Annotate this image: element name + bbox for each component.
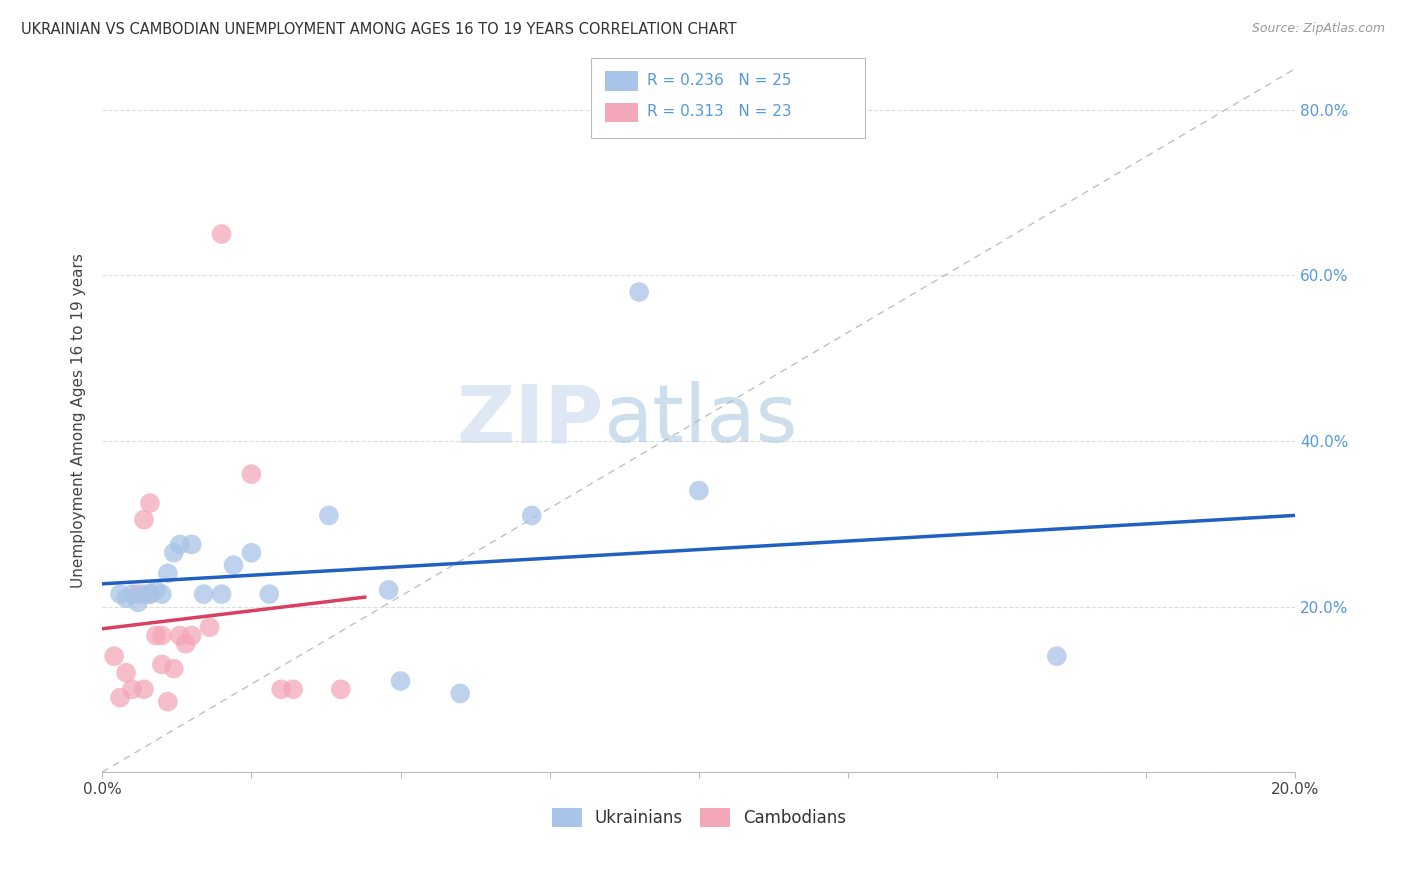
- Point: [318, 508, 340, 523]
- Point: [139, 587, 162, 601]
- Point: [127, 595, 149, 609]
- Point: [163, 662, 186, 676]
- Point: [449, 686, 471, 700]
- Text: R = 0.313   N = 23: R = 0.313 N = 23: [647, 104, 792, 119]
- Point: [259, 587, 281, 601]
- Point: [163, 546, 186, 560]
- Point: [628, 285, 651, 299]
- Text: atlas: atlas: [603, 381, 797, 459]
- Text: ZIP: ZIP: [456, 381, 603, 459]
- Point: [240, 467, 263, 481]
- Point: [169, 628, 191, 642]
- Point: [150, 628, 173, 642]
- Point: [121, 682, 143, 697]
- Point: [156, 566, 179, 581]
- Point: [180, 628, 202, 642]
- Point: [108, 690, 131, 705]
- Point: [211, 227, 233, 241]
- Point: [688, 483, 710, 498]
- Point: [193, 587, 215, 601]
- Point: [520, 508, 543, 523]
- Point: [222, 558, 245, 573]
- Point: [180, 537, 202, 551]
- Point: [145, 582, 167, 597]
- Point: [108, 587, 131, 601]
- Y-axis label: Unemployment Among Ages 16 to 19 years: Unemployment Among Ages 16 to 19 years: [72, 252, 86, 588]
- Point: [139, 587, 162, 601]
- Point: [389, 673, 412, 688]
- Point: [139, 496, 162, 510]
- Point: [127, 587, 149, 601]
- Point: [121, 587, 143, 601]
- Text: Source: ZipAtlas.com: Source: ZipAtlas.com: [1251, 22, 1385, 36]
- Point: [150, 587, 173, 601]
- Point: [150, 657, 173, 672]
- Point: [1046, 649, 1069, 664]
- Point: [198, 620, 221, 634]
- Point: [169, 537, 191, 551]
- Point: [329, 682, 352, 697]
- Point: [132, 682, 155, 697]
- Point: [132, 513, 155, 527]
- Legend: Ukrainians, Cambodians: Ukrainians, Cambodians: [546, 802, 852, 834]
- Point: [377, 582, 399, 597]
- Point: [156, 695, 179, 709]
- Point: [132, 587, 155, 601]
- Text: UKRAINIAN VS CAMBODIAN UNEMPLOYMENT AMONG AGES 16 TO 19 YEARS CORRELATION CHART: UKRAINIAN VS CAMBODIAN UNEMPLOYMENT AMON…: [21, 22, 737, 37]
- Point: [270, 682, 292, 697]
- Point: [211, 587, 233, 601]
- Point: [115, 665, 138, 680]
- Point: [281, 682, 304, 697]
- Point: [240, 546, 263, 560]
- Point: [145, 628, 167, 642]
- Point: [103, 649, 125, 664]
- Text: R = 0.236   N = 25: R = 0.236 N = 25: [647, 73, 792, 87]
- Point: [115, 591, 138, 606]
- Point: [174, 637, 197, 651]
